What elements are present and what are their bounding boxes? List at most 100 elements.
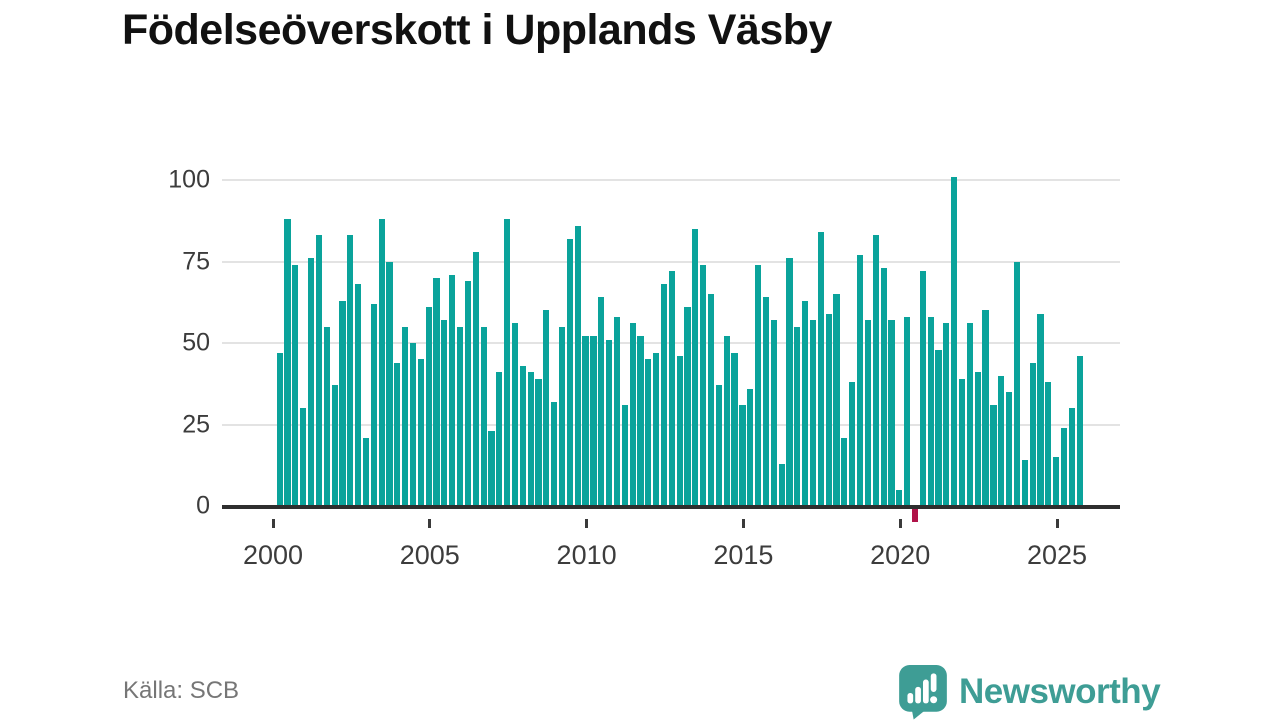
bar-2020-q4 xyxy=(927,316,934,506)
page-title: Födelseöverskott i Upplands Väsby xyxy=(122,6,832,54)
bar-chart-speech-bubble-icon xyxy=(899,665,947,720)
bar-2009-q1 xyxy=(558,326,566,506)
bar-2022-q1 xyxy=(966,323,973,506)
bar-2020-q1 xyxy=(904,316,911,506)
bar-2021-q4 xyxy=(958,378,966,506)
x-tick-2005 xyxy=(428,519,432,528)
bar-2007-q2 xyxy=(504,219,511,506)
bar-2007-q4 xyxy=(519,365,526,506)
bar-2004-q3 xyxy=(417,359,424,506)
bar-2011-q2 xyxy=(629,323,636,506)
x-tick-label-2000: 2000 xyxy=(242,540,304,570)
x-tick-label-2025: 2025 xyxy=(1026,540,1088,570)
bar-2012-q1 xyxy=(653,352,660,506)
bar-2006-q1 xyxy=(464,281,472,506)
bar-2014-q2 xyxy=(723,336,730,506)
bar-2024-q1 xyxy=(1029,362,1036,506)
bar-2000-q4 xyxy=(300,408,307,506)
bar-2002-q4 xyxy=(362,437,370,506)
y-tick-label-50: 50 xyxy=(182,328,210,357)
bar-2004-q2 xyxy=(409,343,417,506)
bar-2008-q2 xyxy=(535,378,542,506)
bar-2001-q2 xyxy=(315,235,322,506)
x-tick-label-2010: 2010 xyxy=(556,540,617,570)
bar-2015-q3 xyxy=(762,297,770,506)
bar-2023-q4 xyxy=(1021,460,1028,506)
bar-2000-q3 xyxy=(292,264,299,506)
bar-2018-q4 xyxy=(864,320,871,506)
y-axis-labels: 0 25 50 75 100 xyxy=(110,166,210,520)
bar-2022-q2 xyxy=(974,372,981,506)
bar-2008-q1 xyxy=(527,372,534,506)
bar-2010-q3 xyxy=(606,339,613,506)
bar-2017-q1 xyxy=(809,320,817,506)
source-note: Källa: SCB xyxy=(123,677,240,704)
bar-2024-q2 xyxy=(1037,313,1044,506)
bar-2015-q4 xyxy=(770,320,777,506)
bar-2023-q2 xyxy=(1005,391,1013,506)
bar-2025-q3 xyxy=(1076,356,1083,506)
bar-2000-q1 xyxy=(276,352,283,506)
bar-2012-q2 xyxy=(660,284,668,506)
x-axis: 2000 2005 2010 2015 2020 2025 xyxy=(222,506,1120,586)
bar-2023-q3 xyxy=(1013,261,1021,506)
bar-2005-q1 xyxy=(433,277,440,506)
bar-2010-q2 xyxy=(598,297,605,506)
bar-2010-q4 xyxy=(613,316,621,506)
x-tick-label-2005: 2005 xyxy=(399,540,460,570)
bar-2011-q1 xyxy=(621,404,628,506)
bar-2005-q3 xyxy=(449,274,456,506)
bar-2021-q2 xyxy=(943,323,950,506)
bar-2011-q4 xyxy=(645,359,652,506)
bar-2003-q4 xyxy=(394,362,401,506)
bar-2019-q1 xyxy=(872,235,879,506)
bar-2017-q4 xyxy=(833,294,840,506)
bar-2013-q1 xyxy=(684,307,691,506)
bar-2019-q2 xyxy=(880,268,887,506)
bar-2025-q2 xyxy=(1068,408,1075,506)
bar-2021-q1 xyxy=(935,349,942,506)
bar-2015-q1 xyxy=(747,388,754,506)
plot-area xyxy=(222,176,1120,523)
newsworthy-logo: Newsworthy xyxy=(898,664,1161,720)
y-tick-label-75: 75 xyxy=(182,247,210,275)
bar-2014-q3 xyxy=(731,352,738,506)
bar-2008-q4 xyxy=(551,401,558,506)
bar-2004-q4 xyxy=(425,307,432,506)
bar-2016-q3 xyxy=(794,326,801,506)
bar-2014-q1 xyxy=(715,385,722,506)
bar-2009-q4 xyxy=(582,336,589,506)
bar-2011-q3 xyxy=(637,336,644,506)
bar-2012-q4 xyxy=(676,356,683,506)
bar-2003-q1 xyxy=(370,303,377,506)
x-tick-2020 xyxy=(898,519,902,528)
bar-2003-q3 xyxy=(386,261,393,506)
y-tick-label-0: 0 xyxy=(196,491,210,520)
bar-2019-q4 xyxy=(896,489,903,506)
bar-2003-q2 xyxy=(378,219,385,506)
bar-2013-q2 xyxy=(692,228,699,506)
bar-2010-q1 xyxy=(590,336,597,506)
bar-2000-q2 xyxy=(284,219,291,506)
bar-2001-q4 xyxy=(331,385,338,506)
x-tick-label-2015: 2015 xyxy=(713,540,774,570)
newsworthy-logo-text: Newsworthy xyxy=(959,672,1161,711)
bar-2024-q3 xyxy=(1045,382,1052,506)
bar-2013-q4 xyxy=(707,294,715,506)
bar-2017-q3 xyxy=(825,313,832,506)
x-tick-2010 xyxy=(585,519,589,528)
y-tick-label-100: 100 xyxy=(168,165,210,194)
bar-2007-q1 xyxy=(496,372,503,506)
gridline-y75 xyxy=(222,260,1120,263)
bar-2018-q2 xyxy=(849,382,856,506)
bar-2024-q4 xyxy=(1053,457,1060,506)
bar-2022-q3 xyxy=(982,310,989,506)
y-tick-label-25: 25 xyxy=(182,410,210,438)
bar-2012-q3 xyxy=(668,271,675,506)
bar-2001-q1 xyxy=(307,258,315,506)
x-tick-2015 xyxy=(741,519,745,528)
bar-2023-q1 xyxy=(998,375,1005,506)
bar-2022-q4 xyxy=(990,404,997,506)
bar-2009-q2 xyxy=(566,238,573,506)
